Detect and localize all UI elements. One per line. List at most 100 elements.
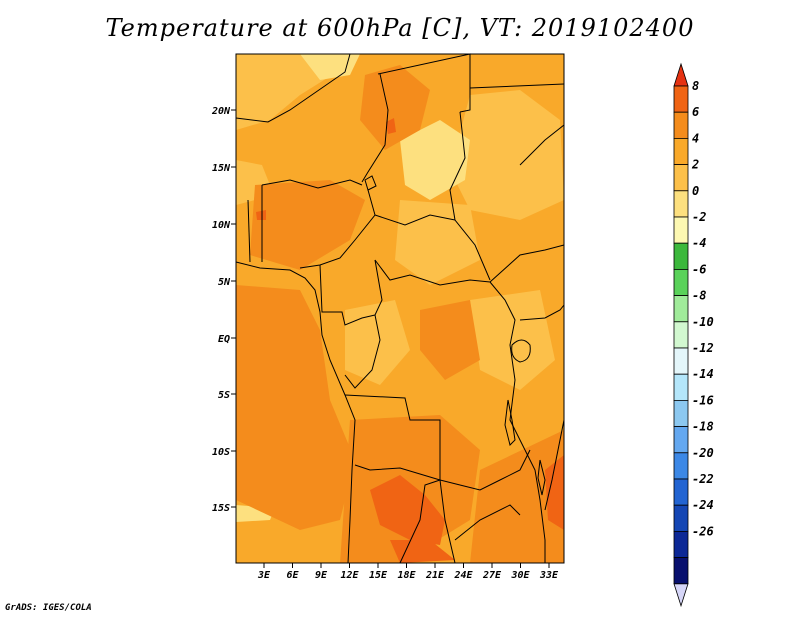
border-niger-chad (361, 73, 389, 183)
colorbar-swatch (673, 373, 689, 401)
colorbar-swatch (673, 216, 689, 244)
border-congo-drc (344, 314, 381, 389)
colorbar-swatch (673, 399, 689, 427)
field-cool-east-africa (470, 290, 555, 390)
lon-label: 30E (510, 570, 530, 581)
field-hot-spot-west (256, 210, 266, 220)
border-cameroon-car (374, 214, 456, 226)
border-drc-east (489, 281, 526, 451)
coast-indian-ocean (544, 419, 565, 511)
colorbar-swatch (673, 268, 689, 296)
border-cameroon-east (374, 259, 383, 316)
border-egypt-sudan (469, 83, 565, 89)
border-uganda-kenya (519, 304, 565, 321)
border-nigeria-cameroon (299, 189, 376, 269)
colorbar-label: -6 (692, 262, 706, 276)
colorbar-label: -26 (692, 524, 714, 538)
border-algeria-niger (235, 53, 351, 123)
longitude-axis: 3E 6E 9E 12E 15E 18E 21E 24E 27E 30E 33E (257, 563, 559, 581)
lon-label: 18E (397, 570, 416, 581)
colorbar-bottom-arrow (673, 583, 689, 608)
border-ethiopia (519, 124, 565, 166)
temperature-field (236, 54, 564, 563)
lon-label: 15E (369, 570, 388, 581)
border-nigeria-north (261, 179, 363, 189)
field-hot-zambia-south (390, 540, 455, 563)
field-cooler-chad (400, 120, 470, 200)
lake-chad (364, 175, 377, 191)
colorbar-label: -14 (692, 367, 714, 381)
lon-label: 6E (286, 570, 299, 581)
lat-label: 10S (212, 447, 230, 458)
lon-label: 27E (482, 570, 502, 581)
colorbar-label: -8 (692, 289, 706, 303)
field-hot-mozambique (545, 455, 564, 530)
lat-label: 5N (218, 277, 231, 288)
lon-label: 3E (257, 570, 271, 581)
colorbar-swatch (673, 85, 689, 113)
lat-label: 15N (212, 163, 231, 174)
field-warm-north (360, 65, 430, 150)
credit-text: GrADS: IGES/COLA (5, 603, 92, 613)
border-south-sudan-ethiopia (489, 244, 565, 283)
lat-label: 15S (212, 503, 230, 514)
lon-label: 24E (453, 570, 473, 581)
field-warm-central (420, 300, 480, 380)
border-angola-drc (344, 394, 461, 486)
lat-label: 5S (218, 390, 230, 401)
border-car-south (374, 259, 491, 286)
colorbar-top-arrow (673, 62, 689, 87)
field-hot-spot-north (386, 118, 396, 134)
border-malawi-mozambique (524, 449, 546, 563)
colorbar-label: 0 (692, 184, 699, 198)
colorbar-swatch (673, 347, 689, 375)
border-togo (247, 199, 251, 263)
border-angola-namibia (354, 464, 441, 481)
colorbar-swatch (673, 190, 689, 218)
colorbar-swatch (673, 504, 689, 532)
lat-label: 20N (211, 106, 231, 117)
field-cool-northwest (236, 160, 270, 205)
colorbar-label: -22 (692, 472, 714, 486)
colorbar-swatch (673, 321, 689, 349)
lon-label: 33E (539, 570, 559, 581)
map-frame (235, 53, 565, 564)
colorbar-label: 6 (692, 105, 699, 119)
colorbar-label: -16 (692, 393, 714, 407)
country-borders (235, 53, 565, 564)
border-zambia-zimbabwe (454, 504, 521, 541)
colorbar-swatch (673, 295, 689, 323)
lake-victoria (511, 339, 531, 363)
map-title: Temperature at 600hPa [C], VT: 201910240… (105, 14, 695, 42)
colorbar-label: -24 (692, 498, 714, 512)
colorbar-swatch (673, 242, 689, 270)
colorbar-swatch (673, 531, 689, 559)
colorbar-swatch (673, 111, 689, 139)
field-hot-zambia (370, 475, 445, 545)
colorbar-label: -18 (692, 420, 714, 434)
field-warm-sahel (250, 180, 365, 270)
border-zambia-drc (459, 449, 531, 491)
lat-label: 10N (212, 220, 231, 231)
lon-label: 21E (425, 570, 445, 581)
colorbar-swatch (673, 452, 689, 480)
border-gabon-congo (319, 264, 376, 326)
colorbar: 8 6 4 2 0 -2 -4 -6 -8 -10 -12 -14 -16 -18 -20 -22 -24 -26 (673, 62, 714, 608)
border-angola-zambia (399, 479, 441, 564)
latitude-axis: 20N 15N 10N 5N EQ 5S 10S 15S (211, 106, 236, 514)
field-cool-east (450, 90, 564, 220)
field-cool-congo (345, 300, 410, 385)
colorbar-swatch (673, 478, 689, 506)
colorbar-label: -2 (692, 210, 706, 224)
field-cooler-north (300, 54, 360, 80)
lake-tanganyika (504, 399, 516, 446)
colorbar-swatch (673, 164, 689, 192)
colorbar-label: -20 (692, 446, 714, 460)
lake-malawi (537, 459, 546, 496)
colorbar-label: 4 (692, 131, 699, 145)
colorbar-label: -12 (692, 341, 714, 355)
lat-label: EQ (218, 334, 230, 345)
colorbar-label: 2 (691, 158, 699, 172)
field-warm-atlantic (236, 285, 355, 530)
